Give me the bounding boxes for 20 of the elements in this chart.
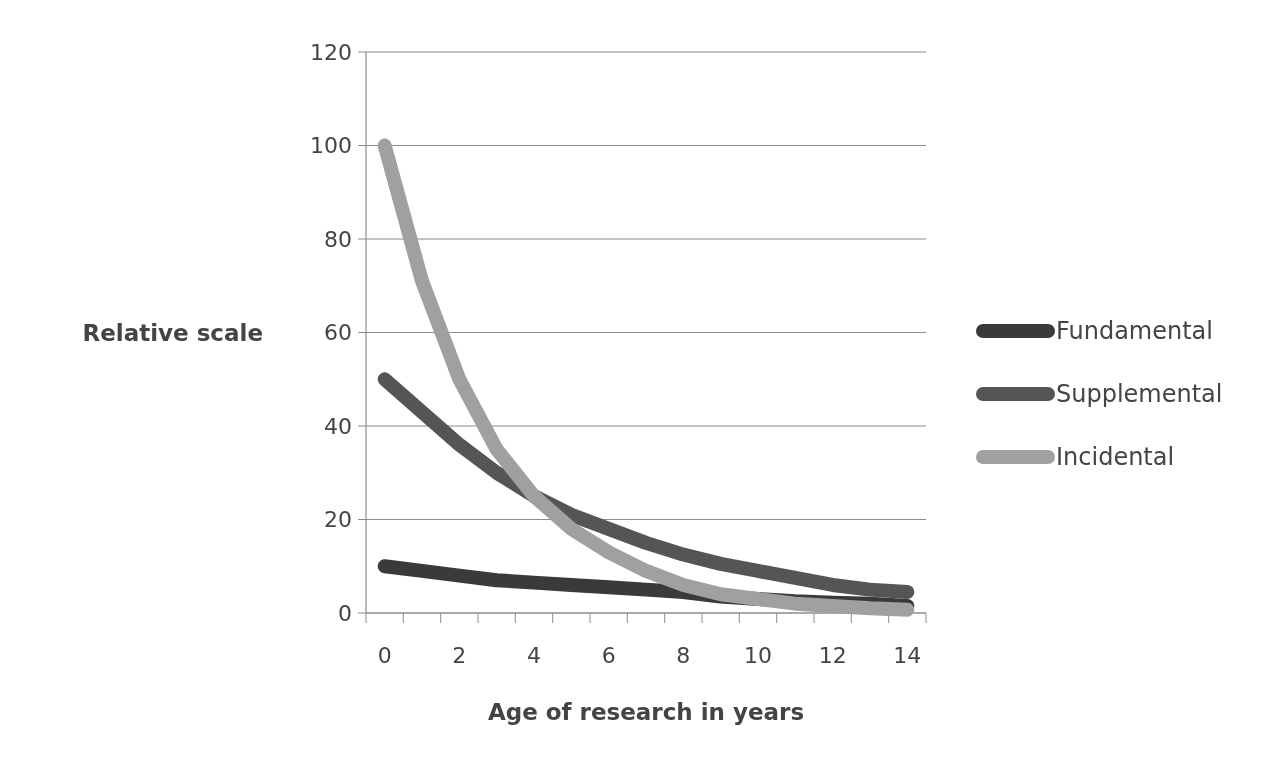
x-tick-label: 0 — [377, 643, 392, 668]
y-tick-label: 120 — [310, 39, 352, 65]
x-tick-label: 8 — [676, 643, 691, 668]
legend-label: Incidental — [1056, 443, 1175, 472]
x-tick-label: 10 — [744, 643, 772, 668]
x-tick-label: 6 — [601, 643, 616, 668]
x-tick-label: 2 — [452, 643, 467, 668]
y-tick-label: 20 — [324, 507, 352, 533]
x-tick-label: 4 — [527, 643, 541, 668]
y-tick-label: 100 — [310, 133, 352, 159]
legend-label: Supplemental — [1056, 380, 1223, 409]
y-axis-title: Relative scale — [82, 320, 263, 346]
y-tick-label: 0 — [338, 600, 352, 626]
y-tick-label: 80 — [324, 226, 352, 252]
x-tick-label: 12 — [818, 643, 847, 668]
x-axis-title: Age of research in years — [487, 699, 805, 725]
legend-label: Fundamental — [1056, 317, 1213, 346]
y-tick-label: 60 — [324, 320, 352, 346]
x-tick-label: 14 — [893, 643, 922, 668]
y-tick-label: 40 — [324, 413, 352, 439]
